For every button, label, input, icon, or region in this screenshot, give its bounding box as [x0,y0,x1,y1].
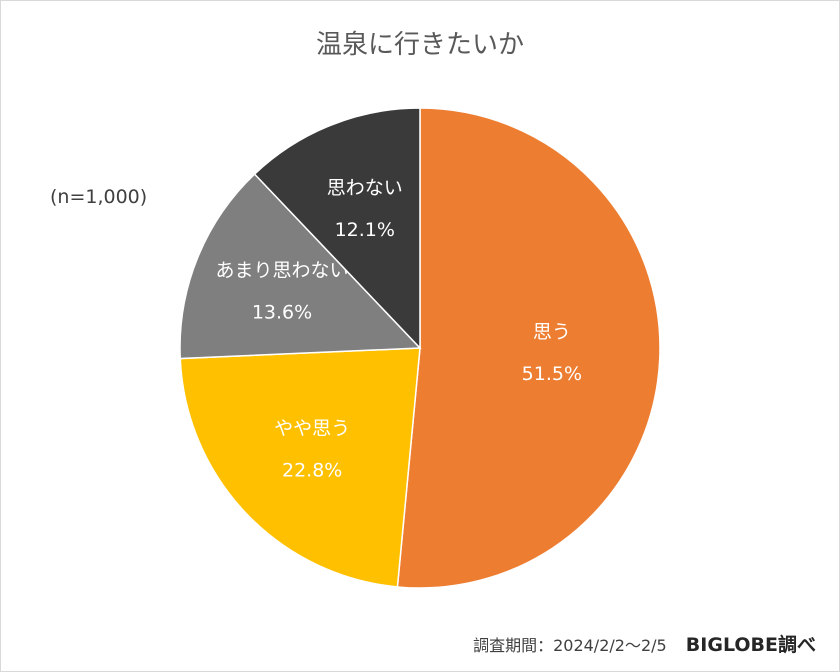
slice-value-2: 13.6% [252,301,312,323]
pie-slice-1 [179,347,421,588]
pie-slice-2 [179,173,422,360]
slice-value-1: 22.8% [282,460,342,482]
slice-value-3: 12.1% [335,219,395,241]
pie-slice-3 [253,107,421,350]
slice-label-0: 思う [533,321,571,343]
sample-size-note: (n=1,000) [50,186,148,208]
chart-footer: 調査期間：2024/2/2〜2/5 BIGLOBE調べ [473,630,816,657]
slice-label-3: 思わない [327,177,403,199]
chart-title: 温泉に行きたいか [315,30,524,60]
slice-value-0: 51.5% [522,363,582,385]
survey-period: 調査期間：2024/2/2〜2/5 [473,636,667,655]
slice-label-1: やや思う [274,418,350,440]
pie-slice-0 [396,107,661,589]
slice-label-2: あまり思わない [215,259,348,281]
source-credit: BIGLOBE調べ [685,634,816,656]
